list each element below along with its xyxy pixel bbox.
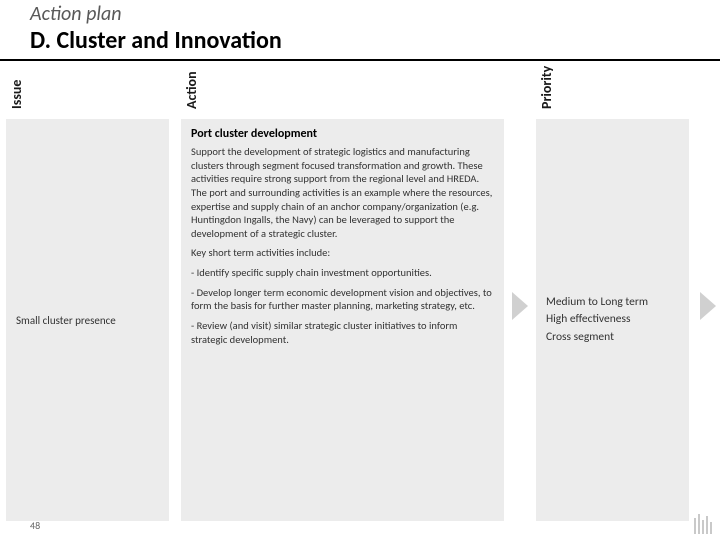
- issue-label-wrap: Issue: [0, 61, 175, 119]
- arrow-right-icon: [512, 292, 528, 320]
- action-heading: Port cluster development: [191, 127, 494, 141]
- priority-timeframe: Medium to Long term: [546, 294, 679, 311]
- arrow-2-col: [695, 61, 720, 521]
- column-priority: Priority Medium to Long term High effect…: [530, 61, 695, 521]
- issue-label: Issue: [8, 80, 25, 109]
- action-box: Port cluster development Support the dev…: [181, 119, 504, 521]
- arrow-right-icon: [700, 292, 716, 320]
- action-body: Support the development of strategic log…: [191, 145, 494, 352]
- issue-body: Small cluster presence: [16, 314, 159, 327]
- header: Action plan D. Cluster and Innovation: [0, 0, 720, 61]
- action-p1: Support the development of strategic log…: [191, 145, 494, 240]
- priority-list: Medium to Long term High effectiveness C…: [546, 294, 679, 346]
- priority-effectiveness: High effectiveness: [546, 311, 679, 328]
- arrow-1-col: [510, 61, 530, 521]
- priority-label-wrap: Priority: [530, 61, 695, 119]
- page-title: D. Cluster and Innovation: [30, 26, 690, 55]
- slide: Action plan D. Cluster and Innovation Is…: [0, 0, 720, 540]
- action-p2: Key short term activities include:: [191, 246, 494, 260]
- column-issue: Issue Small cluster presence: [0, 61, 175, 521]
- column-action: Action Port cluster development Support …: [175, 61, 510, 521]
- action-label-wrap: Action: [175, 61, 510, 119]
- priority-box: Medium to Long term High effectiveness C…: [536, 119, 689, 521]
- action-b2: - Develop longer term economic developme…: [191, 286, 494, 313]
- logo-icon: [692, 512, 714, 534]
- action-b1: - Identify specific supply chain investm…: [191, 266, 494, 280]
- action-b3: - Review (and visit) similar strategic c…: [191, 319, 494, 346]
- columns: Issue Small cluster presence Action Port…: [0, 61, 720, 521]
- priority-label: Priority: [538, 66, 555, 109]
- priority-segment: Cross segment: [546, 329, 679, 346]
- supertitle: Action plan: [30, 2, 690, 26]
- page-number: 48: [30, 519, 40, 532]
- issue-box: Small cluster presence: [6, 119, 169, 521]
- action-label: Action: [183, 71, 200, 109]
